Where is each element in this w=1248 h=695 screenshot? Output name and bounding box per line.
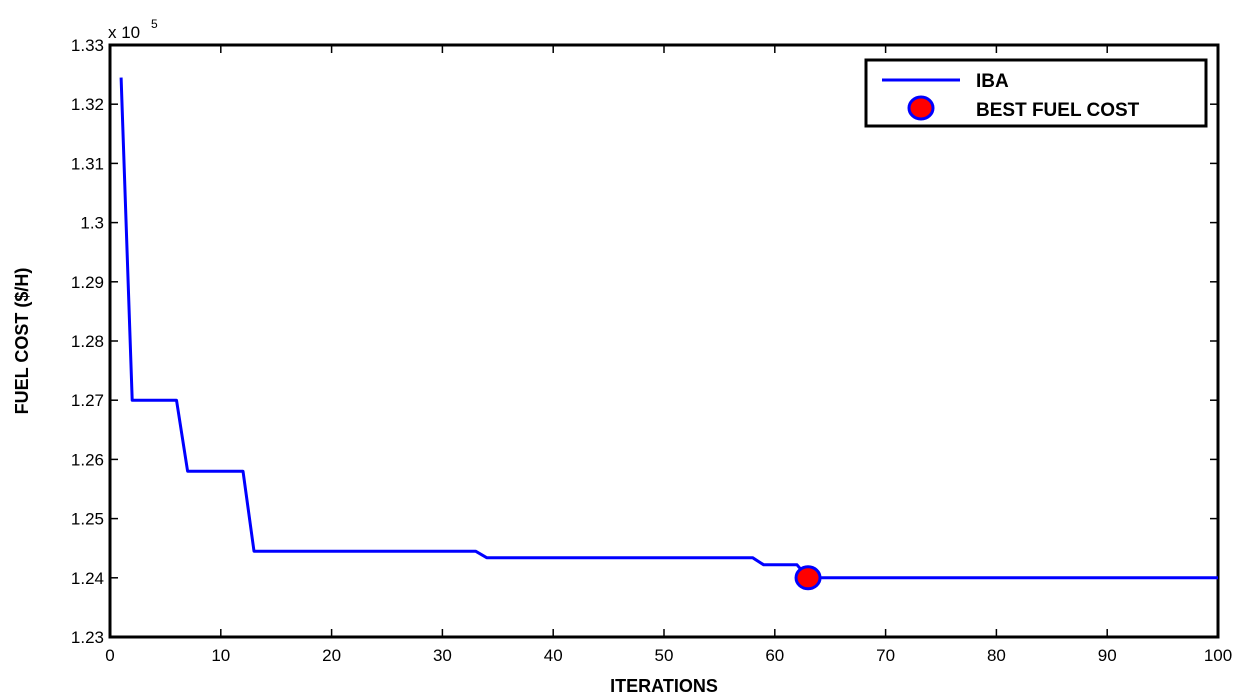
x-tick-label: 30 <box>433 646 452 665</box>
x-tick-label: 40 <box>544 646 563 665</box>
legend-marker-swatch <box>907 95 935 121</box>
series-line-iba <box>119 77 1218 580</box>
x-tick-label: 100 <box>1204 646 1232 665</box>
x-tick-label: 50 <box>655 646 674 665</box>
y-tick-label: 1.26 <box>71 450 104 469</box>
x-axis-ticks: 0 10 20 30 40 50 60 70 80 90 100 <box>105 45 1232 665</box>
x-tick-label: 80 <box>987 646 1006 665</box>
y-axis-label: FUEL COST ($/H) <box>12 268 32 415</box>
y-tick-label: 1.25 <box>71 510 104 529</box>
legend-label-best-fuel-cost: BEST FUEL COST <box>976 100 1140 121</box>
series-layer <box>119 77 1218 591</box>
y-tick-label: 1.28 <box>71 332 104 351</box>
x-tick-label: 60 <box>765 646 784 665</box>
y-axis-ticks: 1.23 1.24 1.25 1.26 1.27 1.28 1.29 1.3 1.31 1.32 1… <box>71 36 1218 647</box>
x-tick-label: 20 <box>322 646 341 665</box>
y-tick-label: 1.24 <box>71 569 104 588</box>
y-tick-label: 1.27 <box>71 391 104 410</box>
y-multiplier-exponent: 5 <box>151 17 158 31</box>
y-tick-label: 1.3 <box>80 214 104 233</box>
x-tick-label: 90 <box>1098 646 1117 665</box>
y-tick-label: 1.33 <box>71 36 104 55</box>
y-tick-label: 1.31 <box>71 154 104 173</box>
y-tick-label: 1.32 <box>71 95 104 114</box>
x-tick-label: 10 <box>211 646 230 665</box>
y-tick-label: 1.29 <box>71 273 104 292</box>
legend: IBA BEST FUEL COST <box>864 58 1208 128</box>
y-multiplier-label: x 10 <box>108 23 140 42</box>
plot-area <box>108 43 1220 639</box>
legend-label-iba: IBA <box>976 71 1009 92</box>
x-tick-label: 0 <box>105 646 114 665</box>
best-fuel-cost-marker <box>794 565 822 591</box>
y-tick-label: 1.23 <box>71 628 104 647</box>
x-tick-label: 70 <box>876 646 895 665</box>
x-axis-label: ITERATIONS <box>610 676 718 695</box>
